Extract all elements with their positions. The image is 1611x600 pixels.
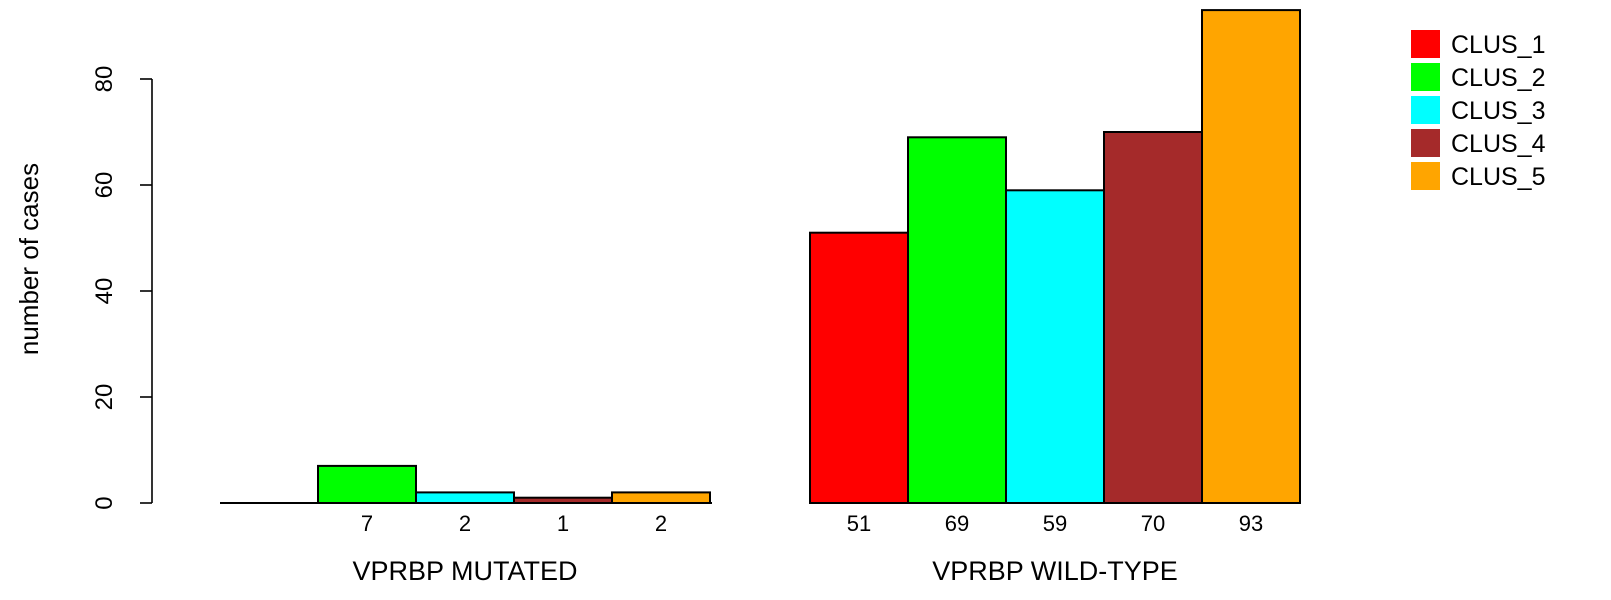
bar-clus-2 — [317, 464, 417, 504]
legend-swatch — [1411, 30, 1440, 58]
y-tick-label: 20 — [91, 384, 118, 411]
bar-clus-5 — [611, 491, 711, 504]
bar-clus-2 — [907, 136, 1007, 505]
bar-value-label: 93 — [1239, 511, 1263, 536]
bar-clus-3 — [1005, 189, 1105, 505]
legend-label: CLUS_4 — [1451, 130, 1546, 158]
y-tick-label: 80 — [91, 66, 118, 93]
bar-clus-4 — [1103, 131, 1203, 504]
bar-clus-5 — [1201, 9, 1301, 504]
bars-layer — [220, 9, 1301, 505]
bar-value-label: 2 — [655, 511, 667, 536]
legend-swatch — [1411, 162, 1440, 190]
legend-label: CLUS_1 — [1451, 31, 1546, 59]
bar-clus-3 — [415, 491, 515, 504]
value-labels-layer: 7 2 1 2 51 69 59 70 93 — [361, 511, 1263, 536]
y-tick-label: 0 — [91, 496, 118, 509]
group-labels-layer: VPRBP MUTATED VPRBP WILD-TYPE — [352, 556, 1177, 586]
legend-label: CLUS_3 — [1451, 97, 1546, 125]
bar-value-label: 7 — [361, 511, 373, 536]
y-axis-label: number of cases — [14, 163, 44, 355]
group-label: VPRBP WILD-TYPE — [932, 556, 1178, 586]
bar-value-label: 69 — [945, 511, 969, 536]
bar-value-label: 2 — [459, 511, 471, 536]
y-tick-label: 60 — [91, 172, 118, 199]
legend-swatch — [1411, 63, 1440, 91]
legend-label: CLUS_2 — [1451, 64, 1546, 92]
legend-label: CLUS_5 — [1451, 163, 1546, 191]
y-axis: 0 20 40 60 80 — [91, 66, 153, 510]
legend: CLUS_1 CLUS_2 CLUS_3 CLUS_4 CLUS_5 — [1411, 30, 1546, 191]
bar-clus-1 — [809, 231, 909, 504]
group-label: VPRBP MUTATED — [352, 556, 577, 586]
bar-value-label: 51 — [847, 511, 871, 536]
bar-value-label: 1 — [557, 511, 569, 536]
bar-value-label: 70 — [1141, 511, 1165, 536]
y-tick-label: 40 — [91, 278, 118, 305]
legend-swatch — [1411, 129, 1440, 157]
bar-value-label: 59 — [1043, 511, 1067, 536]
legend-swatch — [1411, 96, 1440, 124]
